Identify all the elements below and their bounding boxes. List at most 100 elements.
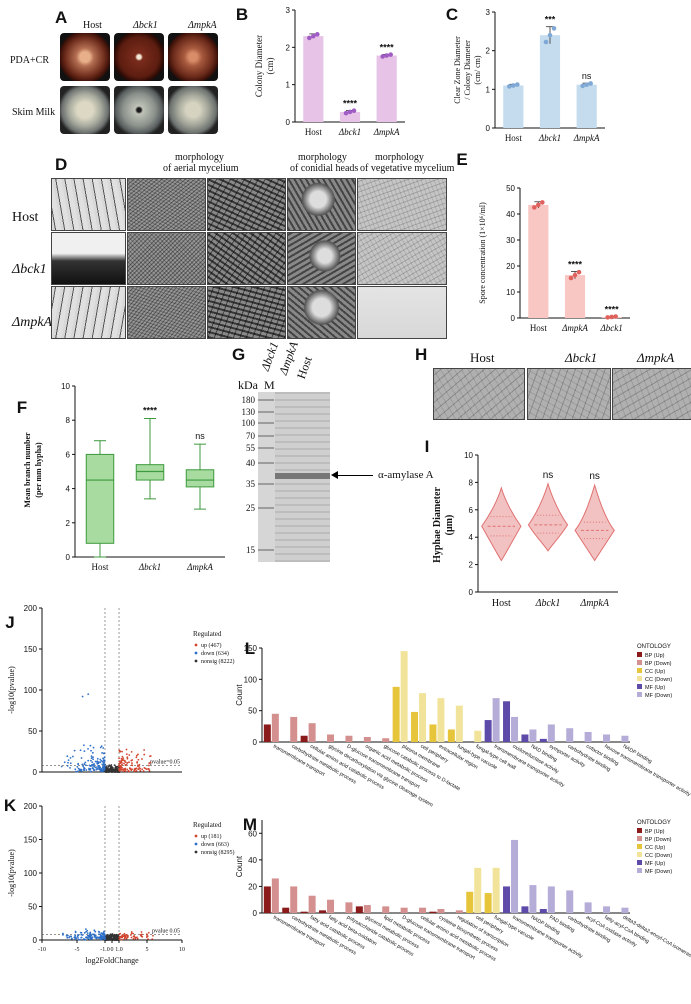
- gel-marker-6: 35: [246, 479, 256, 489]
- chart-e-bar-0: [528, 204, 549, 318]
- panel-d-header-heads-2: of conidial heads: [290, 163, 359, 174]
- chart-j-point-up: [118, 749, 121, 752]
- chart-c-ylabel-1: Clear Zone Diameter: [453, 36, 462, 104]
- gel-kda-label: kDa: [238, 378, 258, 392]
- chart-m-legend-item-4: MF (Up): [645, 861, 665, 867]
- chart-j-point-up: [122, 770, 125, 773]
- chart-c-point-2-2: [588, 81, 593, 86]
- chart-i-xlabel-1: Δbck1: [535, 598, 561, 609]
- chart-l-bar-down-4: [345, 735, 353, 742]
- chart-j-point-up: [137, 768, 140, 771]
- chart-f-sig-2: ns: [195, 431, 205, 441]
- chart-k-point-down: [101, 937, 103, 940]
- chart-j-point-up: [121, 750, 123, 753]
- chart-j-point-down: [90, 755, 93, 757]
- chart-j-point-down: [60, 765, 63, 768]
- chart-l-legend-swatch-1: [637, 660, 642, 665]
- panel-d-header-heads-1: morphology: [298, 152, 347, 163]
- dish-pda-bck1: [114, 33, 164, 81]
- chart-j-point-up: [130, 768, 133, 771]
- chart-j-point-down: [102, 762, 105, 765]
- micro-h-host: [433, 368, 525, 420]
- chart-m-bar-up-11: [466, 891, 474, 913]
- chart-f-ytick-label-5: 10: [61, 382, 70, 391]
- dish-pda-host: [60, 33, 110, 81]
- chart-m-legend-item-3: CC (Down): [645, 853, 672, 859]
- chart-k-point-down: [76, 935, 79, 938]
- chart-j-point-down: [100, 745, 103, 748]
- chart-i-sig-1: ns: [543, 470, 554, 481]
- chart-m-ytick-label-0: 0: [253, 909, 258, 918]
- chart-j-point-down: [85, 769, 88, 771]
- chart-j-point-down: [92, 746, 95, 749]
- chart-j-point-nonsig: [108, 764, 111, 767]
- chart-f-box-0: [85, 453, 115, 544]
- chart-j-legend-item-1: down (634): [201, 650, 229, 657]
- panel-d-header-aerial-2: of aerial mycelium: [163, 163, 239, 174]
- chart-j-point-down: [103, 761, 106, 764]
- chart-c-point-1-1: [547, 32, 553, 38]
- chart-k-point-up: [151, 938, 154, 941]
- panel-letter-i: I: [425, 437, 430, 456]
- panel-a-row-milk: Skim Milk: [12, 107, 56, 118]
- chart-m-ytick-label-1: 20: [248, 882, 257, 891]
- chart-k-point-down: [62, 933, 64, 936]
- chart-l-legend-swatch-2: [637, 668, 642, 673]
- chart-j-point-up: [148, 769, 151, 772]
- chart-k-point-up: [130, 931, 133, 933]
- chart-j-point-nonsig: [113, 764, 116, 767]
- chart-k-point-up: [134, 937, 137, 940]
- chart-m-bar-down-2: [308, 895, 316, 913]
- chart-l-legend-title: ONTOLOGY: [637, 644, 671, 650]
- chart-k-point-up: [120, 938, 123, 941]
- chart-j-point-down: [73, 749, 76, 752]
- chart-j-point-up: [120, 760, 123, 763]
- chart-m-bar-down-14: [529, 885, 537, 913]
- chart-j-legend-swatch-0: [194, 643, 198, 647]
- chart-k-legend-item-2: nonsig (8295): [201, 849, 235, 856]
- chart-l-legend-swatch-4: [637, 684, 642, 689]
- chart-j-point-down: [88, 767, 90, 770]
- chart-k-point-down: [103, 930, 105, 933]
- chart-l-bar-down-14: [529, 729, 537, 742]
- chart-l-bar-down-7: [400, 651, 408, 742]
- chart-k-point-up: [147, 938, 149, 941]
- chart-j-point-up: [128, 761, 130, 764]
- chart-b-point-1-0: [343, 110, 349, 116]
- panel-d-row-host: Host: [12, 210, 39, 225]
- chart-j-point-nonsig: [105, 766, 108, 769]
- chart-k-point-up: [121, 936, 123, 939]
- chart-j-legend-item-2: nonsig (8222): [201, 658, 235, 665]
- chart-j-point-down: [80, 757, 83, 759]
- chart-k-point-nonsig: [106, 934, 109, 936]
- chart-j-point-up: [148, 764, 150, 767]
- chart-j-point-nonsig: [115, 770, 117, 773]
- chart-e-bar-1: [564, 275, 586, 318]
- chart-l-bar-up-14: [521, 734, 529, 742]
- chart-k-point-down: [85, 928, 87, 931]
- chart-k-point-down: [83, 931, 86, 934]
- chart-j-point-down: [102, 747, 105, 749]
- chart-k-ytick-label-1: 50: [28, 903, 37, 912]
- chart-j-point-down: [97, 761, 100, 763]
- chart-l-legend-swatch-0: [637, 652, 642, 657]
- panel-d-header-veg-1: morphology: [375, 152, 424, 163]
- chart-k-point-down: [100, 932, 103, 935]
- chart-m-ylabel: Count: [235, 855, 244, 877]
- chart-j-point-up: [138, 766, 141, 769]
- chart-j-point-down: [83, 762, 86, 765]
- chart-b-ylabel-2: (cm): [265, 58, 275, 75]
- chart-j-point-down: [74, 770, 77, 773]
- chart-k-point-up: [125, 937, 128, 940]
- chart-j-point-down: [82, 769, 85, 771]
- chart-l-bar-up-9: [429, 724, 437, 742]
- chart-j-point-down: [99, 758, 102, 761]
- chart-k-point-nonsig: [112, 937, 115, 940]
- chart-j-ytick-label-0: 0: [33, 768, 38, 777]
- panel-letter-m: M: [243, 815, 257, 834]
- chart-k-legend-item-0: up (181): [201, 833, 222, 840]
- chart-l-ytick-label-2: 100: [244, 675, 258, 684]
- chart-j-point-down: [88, 769, 90, 771]
- chart-j-point-down: [77, 767, 80, 770]
- chart-e-point-2-2: [613, 314, 618, 319]
